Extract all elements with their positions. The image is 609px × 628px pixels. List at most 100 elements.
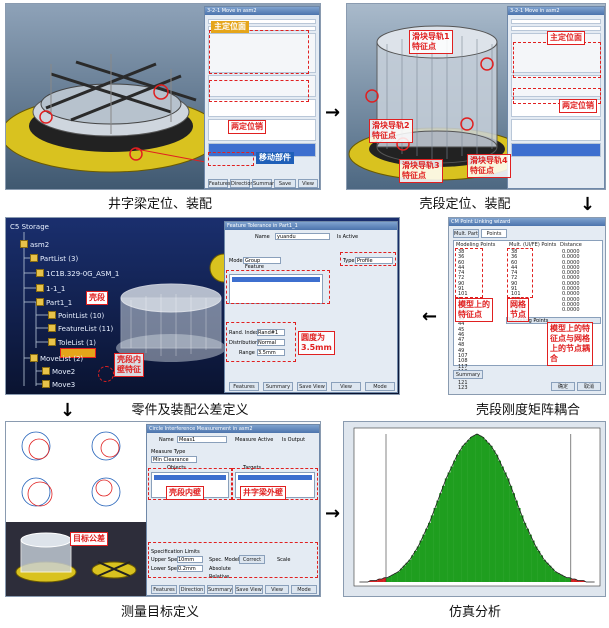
lower-spec-label: Lower Spec bbox=[151, 566, 180, 572]
name-field[interactable]: Meas1 bbox=[177, 436, 227, 443]
saveview-tab[interactable]: Save View bbox=[297, 382, 327, 391]
view-tab[interactable]: View bbox=[265, 585, 289, 594]
upper-spec-field[interactable]: 10mm bbox=[177, 556, 203, 563]
table-cell: 0.0000 bbox=[562, 270, 580, 277]
tree-movelist[interactable]: MoveList (2) bbox=[30, 354, 83, 363]
summary-tab[interactable]: Summary bbox=[263, 382, 293, 391]
features-tab[interactable]: Features bbox=[151, 585, 177, 594]
histogram-bar bbox=[397, 571, 401, 582]
histogram-bar bbox=[430, 515, 434, 582]
model-select[interactable]: Group Feature bbox=[243, 257, 281, 270]
table-cell: 90 bbox=[458, 280, 465, 287]
summary-tab[interactable]: Summary bbox=[207, 585, 233, 594]
histogram-bar bbox=[475, 434, 479, 582]
table-cell: 0.0000 bbox=[562, 254, 580, 261]
dialog-row[interactable] bbox=[208, 19, 316, 24]
shell-pin-label: 两定位销 bbox=[559, 99, 597, 113]
histogram-bar bbox=[374, 580, 378, 582]
histogram-bar bbox=[526, 528, 529, 582]
histogram-bar bbox=[414, 550, 417, 582]
beam-outer-wall-label: 井字梁外壁 bbox=[240, 486, 286, 500]
mult-part-tab[interactable]: Mult. Part bbox=[453, 229, 479, 238]
arrow-right-2: → bbox=[325, 503, 341, 524]
points-tab[interactable]: Points bbox=[481, 229, 507, 238]
active-checkbox[interactable]: Is Active bbox=[337, 234, 359, 240]
lower-spec-field[interactable]: 0.2mm bbox=[177, 565, 203, 572]
histogram-bar bbox=[528, 534, 532, 582]
is-output-checkbox[interactable]: Is Output bbox=[282, 437, 306, 443]
tree-part-code[interactable]: 1C1B.329-0G_ASM_1 bbox=[36, 269, 119, 278]
table-cell: 0.0000 bbox=[562, 264, 580, 271]
histogram-bar bbox=[495, 454, 499, 582]
histogram-bar bbox=[425, 528, 429, 582]
selected-target-row[interactable] bbox=[238, 475, 312, 480]
distribution-select[interactable]: Normal bbox=[257, 339, 285, 346]
tree-tolelist[interactable]: ToleList (1) bbox=[48, 338, 96, 347]
mode-tab[interactable]: Mode bbox=[291, 585, 317, 594]
measure-type-select[interactable]: Min Clearance bbox=[151, 456, 197, 463]
correct-button[interactable]: Correct bbox=[239, 555, 265, 564]
dialog-row[interactable] bbox=[511, 119, 601, 141]
tree-root[interactable]: C5 Storage bbox=[10, 223, 49, 231]
histogram-bar bbox=[489, 445, 493, 582]
histogram-bar bbox=[517, 508, 521, 582]
dialog-row[interactable] bbox=[511, 75, 601, 97]
tree-move3[interactable]: Move3 bbox=[42, 380, 75, 389]
direction-tab[interactable]: Direction bbox=[230, 179, 254, 188]
table-cell: 38 bbox=[511, 249, 518, 255]
table-cell: 36 bbox=[458, 254, 465, 261]
histogram-bar bbox=[394, 573, 398, 582]
histogram-bar bbox=[453, 460, 457, 582]
view-tab[interactable]: View bbox=[298, 179, 318, 188]
cancel-button[interactable]: 取消 bbox=[577, 382, 601, 391]
dialog-row[interactable] bbox=[511, 26, 601, 31]
view-tab[interactable]: View bbox=[331, 382, 361, 391]
dialog-row[interactable] bbox=[208, 33, 316, 73]
assembly-icon bbox=[20, 240, 28, 248]
summary-button[interactable]: Summary bbox=[453, 370, 483, 379]
table-cell: 0.0000 bbox=[562, 259, 580, 266]
rand-select[interactable]: Rand#1 bbox=[257, 329, 285, 336]
mode-tab[interactable]: Mode bbox=[365, 382, 395, 391]
summary-tab[interactable]: Summary bbox=[252, 179, 278, 188]
tree-part1[interactable]: Part1_1 bbox=[36, 298, 72, 307]
histogram-bar bbox=[486, 442, 490, 582]
spec-limits-label: Specification Limits bbox=[151, 549, 200, 555]
table-cell: 46 bbox=[458, 331, 465, 338]
histogram-bar bbox=[380, 579, 384, 582]
selected-object-row[interactable] bbox=[154, 475, 226, 480]
histogram-bar bbox=[422, 534, 426, 582]
dialog-row[interactable] bbox=[511, 19, 601, 24]
tree-asm[interactable]: asm2 bbox=[20, 240, 49, 249]
features-tab[interactable]: Features bbox=[208, 179, 231, 188]
inner-wall-circle bbox=[98, 366, 114, 382]
tree-partlist[interactable]: PartList (3) bbox=[30, 254, 78, 263]
absolute-radio[interactable]: Absolute bbox=[209, 566, 231, 572]
panel-stiffness-coupling: CM Point Linking wizard Mult. Part Point… bbox=[448, 217, 606, 395]
tree-pointlist[interactable]: PointList (10) bbox=[48, 311, 104, 320]
table-cell: 101 bbox=[458, 291, 468, 298]
histogram-bar bbox=[582, 580, 585, 582]
mesh-node-label: 网格 节点 bbox=[507, 298, 529, 322]
measure-active-checkbox[interactable]: Measure Active bbox=[235, 437, 274, 443]
histogram-bar bbox=[562, 576, 566, 582]
selected-feature-row[interactable] bbox=[232, 277, 320, 282]
dialog-row[interactable] bbox=[208, 99, 316, 117]
tree-featurelist[interactable]: FeatureList (11) bbox=[48, 324, 113, 333]
type-select[interactable]: Profile bbox=[355, 257, 393, 264]
tree-part-11[interactable]: 1-1_1 bbox=[36, 284, 65, 293]
shell-part-label: 壳段 bbox=[86, 291, 108, 305]
name-field[interactable]: yuandu bbox=[275, 233, 330, 240]
panel-shell-assembly: 3-2-1 Move in asm2 主定位面 两定位销 滑块导轨1 特征点 滑… bbox=[346, 3, 606, 190]
features-tab[interactable]: Features bbox=[229, 382, 259, 391]
histogram-bar bbox=[436, 500, 440, 582]
saveview-tab[interactable]: Save View bbox=[235, 585, 263, 594]
saveview-tab[interactable]: Save View bbox=[274, 179, 296, 188]
range-field[interactable]: 3.5mm bbox=[257, 349, 285, 356]
tree-move2[interactable]: Move2 bbox=[42, 367, 75, 376]
dialog-row[interactable] bbox=[511, 143, 601, 157]
inner-wall-feature-label: 壳段内 壁特征 bbox=[114, 353, 144, 377]
ok-button[interactable]: 确定 bbox=[551, 382, 575, 391]
direction-tab[interactable]: Direction bbox=[179, 585, 205, 594]
measure-type-label: Measure Type bbox=[151, 449, 186, 455]
